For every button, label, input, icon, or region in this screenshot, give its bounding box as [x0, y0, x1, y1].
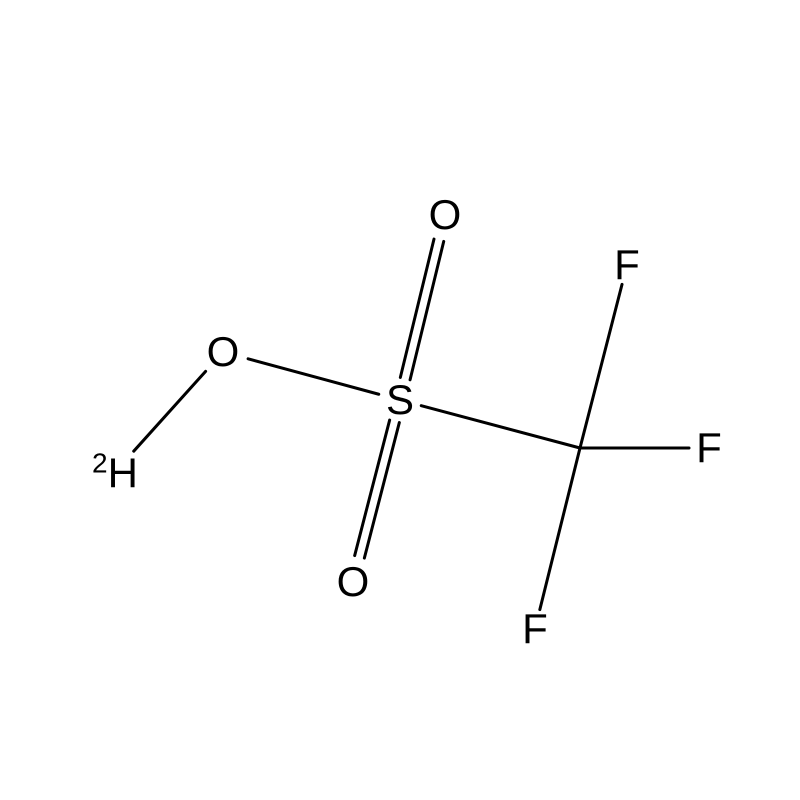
atom-F3: F	[522, 608, 548, 650]
atom-S: S	[386, 379, 414, 421]
chemical-structure-diagram: S O O O 2H F F F	[0, 0, 800, 800]
atom-H: 2H	[92, 450, 138, 495]
atom-O3: O	[207, 331, 240, 373]
atom-F2: F	[614, 244, 640, 286]
atom-O2: O	[337, 561, 370, 603]
atom-F1: F	[696, 427, 722, 469]
atom-O1: O	[429, 194, 462, 236]
